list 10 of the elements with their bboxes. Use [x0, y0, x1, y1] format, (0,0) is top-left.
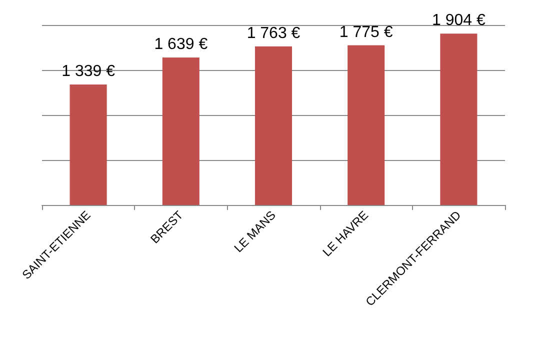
- data-label: 1 639 €: [154, 36, 208, 53]
- bar: [348, 45, 385, 205]
- data-label: 1 763 €: [246, 24, 300, 42]
- data-label: 1 775 €: [339, 24, 393, 41]
- data-label: 1 339 €: [62, 62, 116, 80]
- data-label: 1 904 €: [432, 12, 486, 30]
- bar: [440, 34, 478, 205]
- bar: [162, 57, 200, 205]
- bar: [70, 84, 107, 205]
- bar: [254, 46, 292, 205]
